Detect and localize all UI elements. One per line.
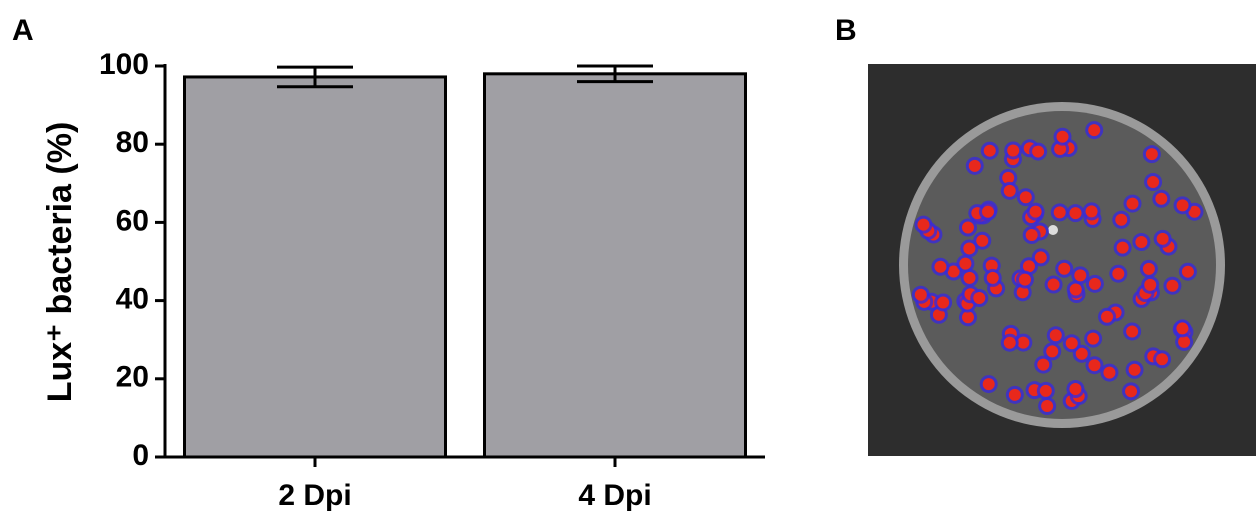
colony (1057, 131, 1069, 143)
colony (1088, 359, 1100, 371)
x-tick-label: 2 Dpi (278, 479, 351, 512)
colony (1126, 325, 1138, 337)
colony (1032, 146, 1044, 158)
colony (973, 292, 985, 304)
y-tick-label: 20 (116, 361, 149, 394)
colony (1074, 269, 1086, 281)
bar (185, 77, 446, 457)
colony (1019, 274, 1031, 286)
y-tick-label: 0 (132, 439, 149, 472)
colony (1041, 400, 1053, 412)
colony (1070, 283, 1082, 295)
colony (1023, 260, 1035, 272)
colony (1070, 207, 1082, 219)
colony (1155, 193, 1167, 205)
colony (1103, 367, 1115, 379)
colony (1069, 383, 1081, 395)
colony (962, 311, 974, 323)
colony (1182, 266, 1194, 278)
colony (1050, 329, 1062, 341)
colony (1156, 353, 1168, 365)
y-tick-label: 80 (116, 126, 149, 159)
dish-center (1048, 225, 1058, 235)
colony (1112, 268, 1124, 280)
y-tick-label: 60 (116, 204, 149, 237)
colony (987, 272, 999, 284)
x-tick-label: 4 Dpi (578, 479, 651, 512)
colony (1144, 279, 1156, 291)
y-tick-label: 40 (116, 283, 149, 316)
colony (976, 235, 988, 247)
colony (984, 145, 996, 157)
colony (1115, 214, 1127, 226)
colony (1009, 389, 1021, 401)
colony (1048, 279, 1060, 291)
colony (1177, 199, 1189, 211)
colony (917, 219, 929, 231)
colony (963, 242, 975, 254)
colony (1046, 345, 1058, 357)
y-axis-label: Lux⁺ bacteria (%) (41, 122, 79, 403)
y-tick-label: 100 (99, 48, 149, 81)
colony (1007, 144, 1019, 156)
colony (1040, 385, 1052, 397)
colony (959, 258, 971, 270)
colony (1147, 176, 1159, 188)
colony (915, 289, 927, 301)
colony (1178, 336, 1190, 348)
colony (1086, 205, 1098, 217)
colony (1146, 148, 1158, 160)
colony (964, 272, 976, 284)
figure: A B Lux⁺ bacteria (%) 0 20 40 60 80 100 2 Dpi 4… (0, 0, 1256, 519)
colony (1087, 333, 1099, 345)
colony (969, 160, 981, 172)
colony (1143, 263, 1155, 275)
colony (1135, 236, 1147, 248)
colony (1026, 229, 1038, 241)
colony (1101, 311, 1113, 323)
colony (1058, 263, 1070, 275)
colony (1020, 191, 1032, 203)
plate-image (868, 64, 1256, 456)
colony (1129, 364, 1141, 376)
colony (982, 206, 994, 218)
colony (937, 296, 949, 308)
colony (934, 261, 946, 273)
colony (1066, 337, 1078, 349)
colony (1037, 359, 1049, 371)
colony (1089, 278, 1101, 290)
colony (1117, 242, 1129, 254)
colony (1088, 124, 1100, 136)
colony (1157, 233, 1169, 245)
colony (1030, 206, 1042, 218)
colony (1017, 337, 1029, 349)
colony (983, 378, 995, 390)
colony (1126, 198, 1138, 210)
colony (1004, 185, 1016, 197)
colony (1054, 206, 1066, 218)
bar (485, 74, 746, 457)
colony (962, 222, 974, 234)
colony (1176, 322, 1188, 334)
panel-label: B (835, 14, 857, 47)
panel-label: A (12, 14, 34, 47)
colony (1004, 337, 1016, 349)
colony (1166, 280, 1178, 292)
colony (1125, 385, 1137, 397)
